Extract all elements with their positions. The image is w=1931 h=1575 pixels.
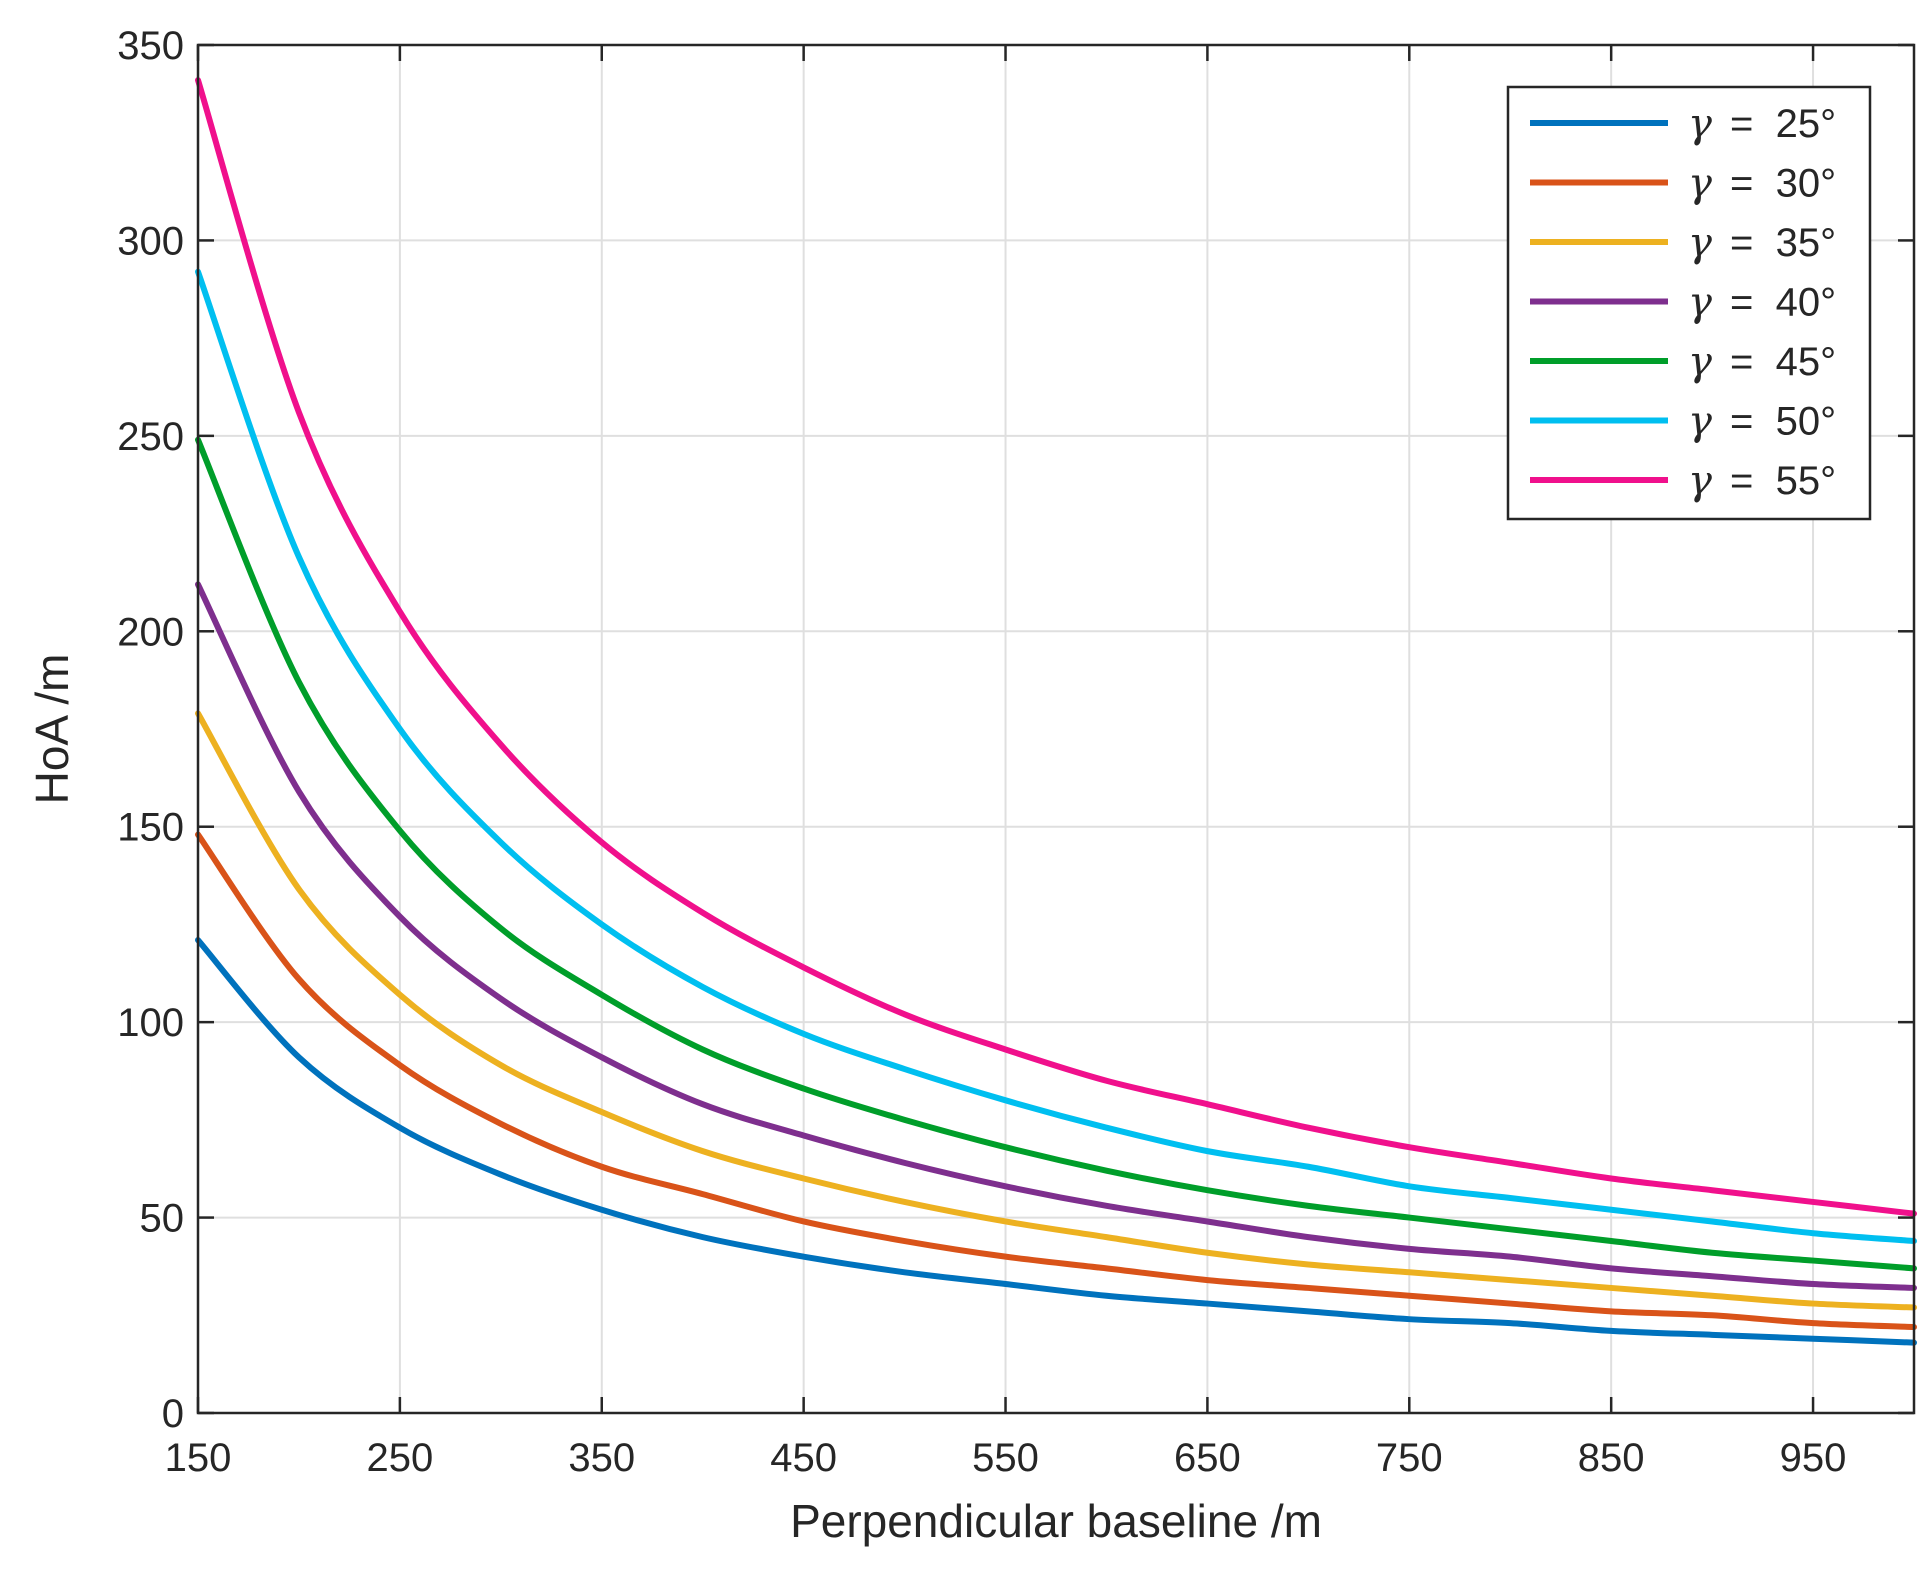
legend-label-4: = 40°	[1730, 281, 1836, 325]
legend-gamma-6: γ	[1688, 399, 1712, 445]
x-tick-label: 350	[568, 1436, 635, 1480]
series-line-1	[195, 937, 1917, 1346]
y-axis-title: HoA /m	[26, 654, 78, 805]
tick-marks	[196, 43, 1914, 1415]
x-tick-label: 850	[1578, 1436, 1645, 1480]
legend-gamma-1: γ	[1688, 101, 1712, 147]
x-tick-labels: 150 250 350 450 550 650 750 850 950	[165, 1436, 1847, 1480]
legend-gamma-7: γ	[1688, 458, 1712, 504]
x-tick-label: 550	[972, 1436, 1039, 1480]
series-line-2	[195, 831, 1917, 1331]
y-tick-label: 150	[117, 806, 184, 850]
x-tick-label: 950	[1780, 1436, 1847, 1480]
x-tick-label: 750	[1376, 1436, 1443, 1480]
legend-label-1: = 25°	[1730, 102, 1836, 146]
y-tick-label: 50	[140, 1197, 185, 1241]
series-line-7	[195, 77, 1917, 1217]
x-tick-label: 650	[1174, 1436, 1241, 1480]
legend-gamma-5: γ	[1688, 339, 1712, 385]
y-tick-label: 250	[117, 415, 184, 459]
x-tick-label: 250	[367, 1436, 434, 1480]
y-tick-label: 100	[117, 1001, 184, 1045]
legend-label-3: = 35°	[1730, 221, 1836, 265]
legend-label-5: = 45°	[1730, 340, 1836, 384]
x-tick-label: 150	[165, 1436, 232, 1480]
y-tick-label: 200	[117, 610, 184, 654]
legend-gamma-3: γ	[1688, 220, 1712, 266]
legend-label-2: = 30°	[1730, 162, 1836, 206]
y-tick-label: 300	[117, 219, 184, 263]
y-tick-label: 0	[162, 1392, 184, 1436]
series-line-4	[195, 581, 1917, 1291]
x-tick-label: 450	[770, 1436, 837, 1480]
x-axis-title: Perpendicular baseline /m	[790, 1495, 1322, 1547]
y-tick-labels: 0 50 100 150 200 250 300 350	[117, 24, 184, 1436]
y-tick-label: 350	[117, 24, 184, 68]
series-line-6	[195, 268, 1917, 1245]
legend-label-6: = 50°	[1730, 400, 1836, 444]
plot-frame	[196, 43, 1916, 1415]
legend-label-7: = 55°	[1730, 459, 1836, 503]
series-lines	[195, 77, 1917, 1346]
series-line-5	[195, 436, 1917, 1272]
legend-gamma-4: γ	[1688, 280, 1712, 326]
legend-gamma-2: γ	[1688, 161, 1712, 207]
series-line-3	[195, 710, 1917, 1311]
legend: γ = 25° γ = 30° γ = 35° γ = 40° γ = 45° γ = 50° γ = 5…	[1506, 85, 1872, 521]
